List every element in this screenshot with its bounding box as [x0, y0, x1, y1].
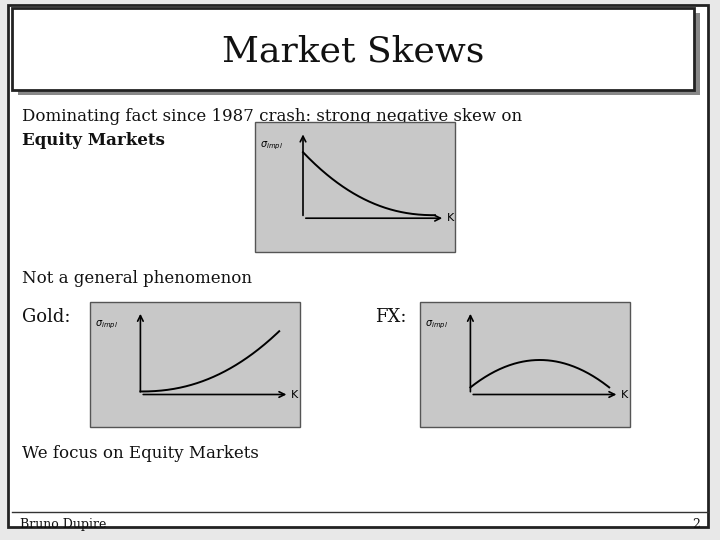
- Text: Dominating fact since 1987 crash: strong negative skew on: Dominating fact since 1987 crash: strong…: [22, 108, 522, 125]
- Text: $\sigma_{impl}$: $\sigma_{impl}$: [425, 319, 448, 332]
- Bar: [18, 13, 700, 95]
- Bar: [420, 302, 630, 427]
- Text: $\sigma_{impl}$: $\sigma_{impl}$: [95, 319, 118, 332]
- Text: Bruno Dupire: Bruno Dupire: [20, 518, 107, 531]
- Text: Market Skews: Market Skews: [222, 35, 484, 69]
- Text: Not a general phenomenon: Not a general phenomenon: [22, 270, 252, 287]
- Text: We focus on Equity Markets: We focus on Equity Markets: [22, 445, 259, 462]
- Text: Gold:: Gold:: [22, 308, 71, 326]
- Bar: [255, 122, 455, 252]
- Text: FX:: FX:: [375, 308, 407, 326]
- Text: 2: 2: [692, 518, 700, 531]
- Bar: [90, 302, 300, 427]
- Text: K: K: [447, 213, 454, 223]
- Text: Equity Markets: Equity Markets: [22, 132, 165, 149]
- Text: $\sigma_{impl}$: $\sigma_{impl}$: [260, 140, 283, 152]
- Text: K: K: [621, 389, 629, 400]
- Text: K: K: [291, 389, 299, 400]
- Bar: [12, 8, 694, 90]
